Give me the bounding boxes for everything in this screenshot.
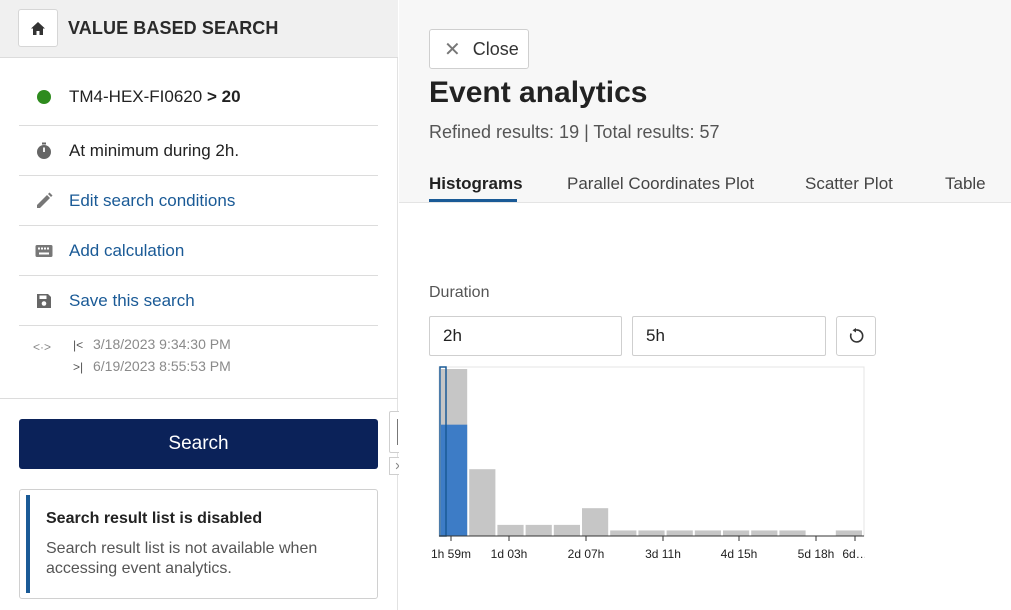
date-start: 3/18/2023 9:34:30 PM bbox=[93, 336, 231, 352]
analytics-header: ✕ Close Event analytics Refined results:… bbox=[399, 0, 1011, 203]
histogram-bar bbox=[469, 469, 496, 536]
reset-icon bbox=[849, 328, 864, 343]
stopwatch-icon bbox=[35, 142, 53, 160]
histogram-bar bbox=[666, 530, 693, 536]
duration-row[interactable]: At minimum during 2h. bbox=[19, 126, 378, 176]
duration-max-input[interactable]: 5h bbox=[632, 316, 826, 356]
x-tick-label: 3d 11h bbox=[645, 547, 681, 561]
tab-histograms[interactable]: Histograms bbox=[429, 174, 523, 193]
analytics-panel: ✕ Close Event analytics Refined results:… bbox=[399, 0, 1011, 610]
start-marker-icon: |< bbox=[73, 338, 84, 352]
duration-filter-label: Duration bbox=[429, 284, 490, 301]
x-tick-label: 1h 59m bbox=[431, 547, 471, 561]
histogram-bar bbox=[525, 524, 552, 536]
tab-parallel-coordinates[interactable]: Parallel Coordinates Plot bbox=[567, 174, 755, 193]
add-calculation-label: Add calculation bbox=[69, 240, 185, 260]
histogram-bar bbox=[497, 524, 524, 536]
panel-title: VALUE BASED SEARCH bbox=[68, 18, 279, 38]
histogram-bar bbox=[441, 424, 468, 536]
range-arrows-icon: <·> bbox=[33, 340, 52, 354]
histogram-bar bbox=[582, 508, 609, 536]
histogram-bar bbox=[835, 530, 862, 536]
date-end: 6/19/2023 8:55:53 PM bbox=[93, 358, 231, 374]
plot-frame bbox=[438, 366, 865, 537]
condition-operator: > bbox=[206, 86, 217, 106]
close-label: Close bbox=[472, 38, 519, 59]
keyboard-icon bbox=[35, 242, 53, 260]
home-button[interactable] bbox=[18, 9, 58, 47]
histogram-bar bbox=[779, 530, 806, 536]
notice-title: Search result list is disabled bbox=[46, 510, 263, 527]
save-search-label: Save this search bbox=[69, 290, 195, 310]
histogram-bar bbox=[694, 530, 721, 536]
reset-button[interactable] bbox=[836, 316, 876, 356]
condition-value: 20 bbox=[221, 86, 241, 106]
save-icon bbox=[35, 292, 53, 310]
save-search-link[interactable]: Save this search bbox=[19, 276, 378, 326]
search-panel: VALUE BASED SEARCH TM4-HEX-FI0620 > 20 A… bbox=[0, 0, 398, 610]
panel-header: VALUE BASED SEARCH bbox=[0, 0, 398, 58]
tab-table[interactable]: Table bbox=[945, 174, 986, 193]
duration-min-input[interactable]: 2h bbox=[429, 316, 622, 356]
close-icon: ✕ bbox=[444, 38, 461, 61]
page-title: Event analytics bbox=[429, 76, 648, 109]
x-tick-label: 1d 03h bbox=[491, 547, 528, 561]
status-dot-icon bbox=[35, 88, 53, 106]
end-marker-icon: >| bbox=[73, 360, 84, 374]
condition-text: TM4-HEX-FI0620 > 20 bbox=[69, 87, 241, 107]
notice-accent bbox=[26, 495, 30, 593]
edit-conditions-link[interactable]: Edit search conditions bbox=[19, 176, 378, 226]
histogram-bar bbox=[723, 530, 750, 536]
edit-conditions-label: Edit search conditions bbox=[69, 190, 236, 210]
close-button[interactable]: ✕ Close bbox=[429, 29, 529, 69]
x-tick-label: 5d 18h bbox=[798, 547, 835, 561]
x-tick-label: 2d 07h bbox=[568, 547, 605, 561]
duration-histogram[interactable]: 1h 59m 1d 03h 2d 07h 3d 11h 4d 15h 5d 18h 6d… bbox=[429, 366, 865, 566]
x-tick-label: 6d… bbox=[842, 547, 865, 561]
histogram-bar bbox=[553, 524, 580, 536]
histogram-bar bbox=[610, 530, 637, 536]
condition-row[interactable]: TM4-HEX-FI0620 > 20 bbox=[19, 68, 378, 126]
x-tick-label: 4d 15h bbox=[721, 547, 758, 561]
divider bbox=[0, 398, 398, 399]
home-icon bbox=[31, 21, 45, 35]
date-range[interactable]: <·> |< 3/18/2023 9:34:30 PM >| 6/19/2023 8… bbox=[19, 326, 378, 386]
pencil-icon bbox=[35, 192, 53, 210]
condition-tag: TM4-HEX-FI0620 bbox=[69, 86, 203, 106]
histogram-bar bbox=[638, 530, 665, 536]
histogram-bar bbox=[751, 530, 778, 536]
search-button[interactable]: Search bbox=[19, 419, 378, 469]
tab-scatter-plot[interactable]: Scatter Plot bbox=[805, 174, 893, 193]
duration-text: At minimum during 2h. bbox=[69, 140, 240, 160]
add-calculation-link[interactable]: Add calculation bbox=[19, 226, 378, 276]
active-tab-indicator bbox=[429, 199, 517, 202]
disabled-notice: Search result list is disabled Search re… bbox=[19, 489, 378, 599]
results-count: Refined results: 19 | Total results: 57 bbox=[429, 122, 720, 142]
notice-body: Search result list is not available when… bbox=[46, 540, 318, 577]
